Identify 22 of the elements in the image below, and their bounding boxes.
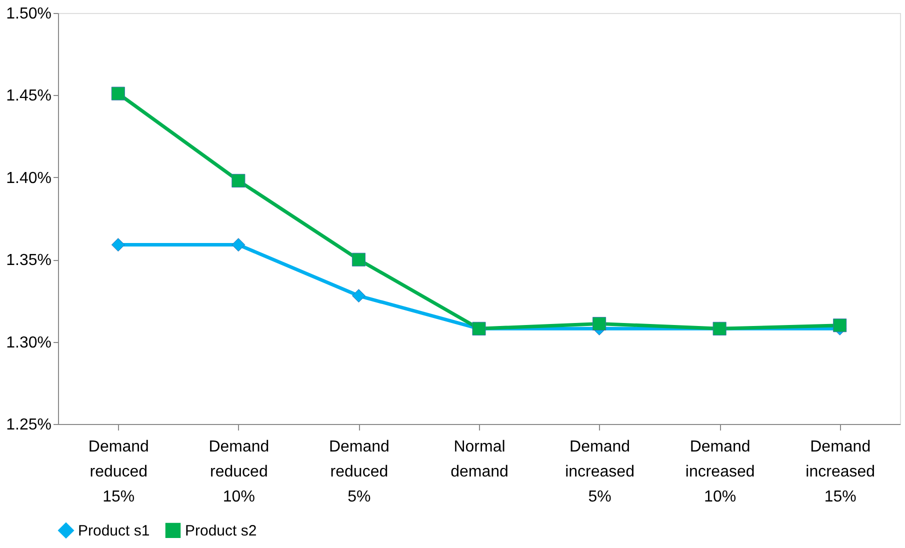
y-tick-label: 1.40%: [6, 170, 52, 187]
point: [592, 316, 606, 330]
point: [111, 86, 125, 100]
y-tick-label: 1.25%: [6, 416, 52, 434]
point: [232, 238, 246, 252]
x-tick-label: Demand reduced 15%: [88, 438, 149, 506]
point: [232, 174, 246, 188]
x-tick-label: Demand reduced 5%: [328, 438, 390, 506]
x-tick-label: Demand reduced 10%: [208, 438, 270, 506]
x-tick-label: Demand increased 10%: [685, 438, 755, 506]
y-tick-label: 1.35%: [6, 252, 52, 270]
x-tick-label: Demand increased 5%: [565, 438, 634, 506]
point: [111, 238, 125, 252]
y-tick-label: 1.50%: [6, 6, 52, 22]
legend-label: Product s1: [78, 522, 150, 540]
y-tick-label: 1.30%: [6, 334, 52, 352]
x-tick-label: Normal demand: [450, 438, 508, 480]
legend-label: Product s2: [185, 522, 257, 540]
x-tick-label: Demand increased 15%: [806, 438, 876, 506]
point: [352, 252, 366, 266]
point: [352, 289, 366, 303]
y-tick-label: 1.45%: [6, 88, 52, 105]
